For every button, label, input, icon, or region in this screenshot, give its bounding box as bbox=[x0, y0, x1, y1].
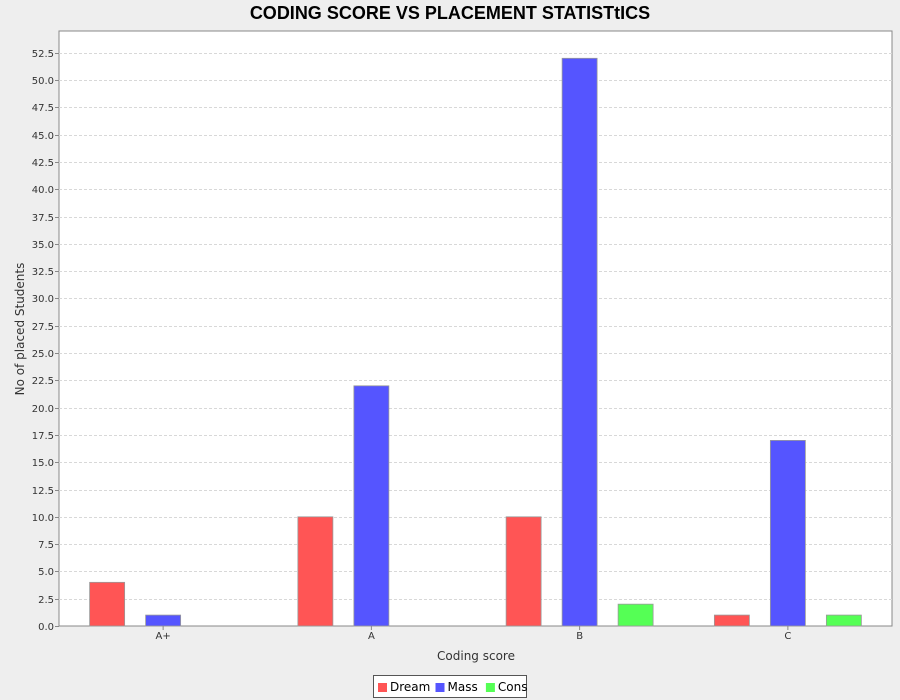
y-tick-label: 5.0 bbox=[38, 567, 54, 578]
y-tick-label: 7.5 bbox=[38, 540, 54, 551]
y-tick-label: 32.5 bbox=[32, 267, 54, 278]
legend-label-cons: Cons bbox=[498, 680, 528, 694]
y-tick-label: 22.5 bbox=[32, 376, 54, 387]
y-tick-label: 10.0 bbox=[32, 513, 54, 524]
x-tick-label: A+ bbox=[156, 631, 171, 642]
legend-swatch-cons bbox=[485, 683, 495, 692]
x-tick-label: B bbox=[576, 631, 583, 642]
legend-label-dream: Dream bbox=[390, 680, 430, 694]
bar-mass-aplus bbox=[145, 614, 182, 627]
plot-background bbox=[58, 30, 893, 627]
x-tick-label: A bbox=[368, 631, 375, 642]
bar-dream-a bbox=[297, 516, 334, 627]
bar-dream-c bbox=[713, 614, 750, 627]
bar-mass-c bbox=[769, 440, 806, 627]
legend: Dream Mass Cons bbox=[373, 675, 528, 698]
y-tick-label: 42.5 bbox=[32, 158, 54, 169]
legend-label-mass: Mass bbox=[448, 680, 478, 694]
bar-dream-b bbox=[505, 516, 542, 627]
y-tick-label: 0.0 bbox=[38, 622, 54, 633]
y-tick-label: 2.5 bbox=[38, 595, 54, 606]
y-tick-label: 27.5 bbox=[32, 322, 54, 333]
y-tick-label: 50.0 bbox=[32, 76, 54, 87]
bar-mass-b bbox=[561, 57, 598, 627]
plot-area: 0.0 2.5 5.0 7.5 10.0 12.5 15.0 17.5 20.0 22.5 25.0… bbox=[32, 30, 893, 642]
bar-cons-c bbox=[825, 614, 862, 627]
y-tick-label: 25.0 bbox=[32, 349, 54, 360]
legend-swatch-mass bbox=[435, 683, 445, 692]
y-tick-label: 37.5 bbox=[32, 213, 54, 224]
bar-dream-aplus bbox=[89, 581, 126, 627]
y-tick-label: 35.0 bbox=[32, 240, 54, 251]
y-axis-label: No of placed Students bbox=[13, 263, 27, 396]
y-tick-label: 40.0 bbox=[32, 185, 54, 196]
x-tick-label: C bbox=[784, 631, 791, 642]
y-tick-label: 52.5 bbox=[32, 49, 54, 60]
y-tick-label: 47.5 bbox=[32, 103, 54, 114]
y-tick-label: 17.5 bbox=[32, 431, 54, 442]
chart-title: CODING SCORE VS PLACEMENT STATISTtICS bbox=[250, 3, 650, 23]
bar-cons-b bbox=[617, 603, 654, 627]
x-axis-label: Coding score bbox=[437, 649, 515, 663]
y-tick-label: 15.0 bbox=[32, 458, 54, 469]
bar-mass-a bbox=[353, 385, 390, 627]
y-tick-label: 12.5 bbox=[32, 486, 54, 497]
y-tick-label: 20.0 bbox=[32, 404, 54, 415]
y-tick-label: 45.0 bbox=[32, 131, 54, 142]
legend-swatch-dream bbox=[378, 683, 387, 692]
y-tick-label: 30.0 bbox=[32, 294, 54, 305]
